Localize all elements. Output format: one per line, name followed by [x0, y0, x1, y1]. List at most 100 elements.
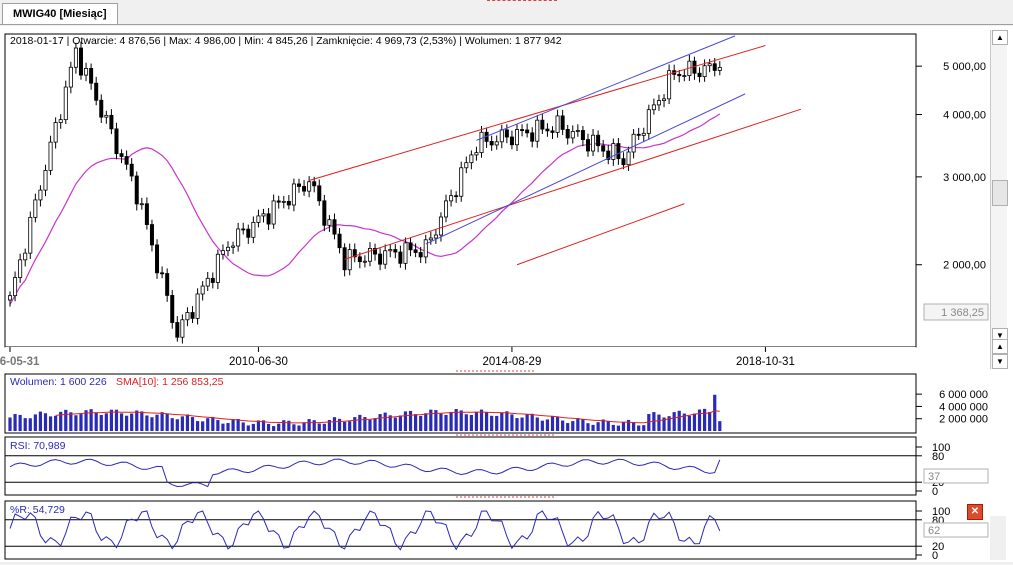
volume-bar: [302, 422, 306, 431]
volume-bar: [89, 409, 93, 431]
candle: [195, 288, 200, 325]
candle: [33, 193, 38, 223]
volume-bars: [8, 394, 722, 431]
candle: [175, 316, 180, 342]
candle: [682, 69, 687, 82]
volume-bar: [702, 408, 707, 431]
date-scrollbar[interactable]: ▲ ▼: [990, 339, 1008, 369]
date-scroll-up-button[interactable]: ▲: [992, 339, 1008, 354]
rsi-marker: 37: [923, 468, 989, 484]
candle: [413, 243, 418, 258]
candle: [611, 138, 616, 166]
candle: [408, 237, 413, 257]
volume-bar: [277, 423, 281, 431]
scroll-thumb[interactable]: [992, 180, 1008, 206]
candle: [13, 271, 18, 302]
candle: [124, 150, 129, 170]
candle: [160, 266, 165, 279]
candle: [352, 243, 357, 263]
volume-bar: [150, 417, 154, 431]
candle: [302, 180, 307, 196]
volume-bar: [236, 418, 240, 431]
date-tick-label: 2014-08-29: [483, 356, 542, 368]
volume-bar: [363, 417, 367, 431]
volume-bar: [596, 422, 600, 431]
volume-bar: [505, 411, 509, 431]
candle: [418, 246, 423, 264]
volume-bar: [439, 413, 443, 431]
trend-channels[interactable]: [308, 35, 802, 266]
volume-bar: [297, 425, 301, 431]
volume-bar: [64, 409, 68, 431]
blue-channel-upper[interactable]: [476, 35, 736, 141]
volume-bar: [195, 421, 200, 431]
volume-bar: [586, 423, 590, 431]
volume-bar: [606, 421, 610, 431]
candle: [78, 41, 83, 80]
chart-canvas[interactable]: 2018-01-17 | Otwarcie: 4 876,56 | Max: 4…: [0, 26, 1013, 562]
chart-tab[interactable]: MWIG40 [Miesiąc]: [2, 3, 118, 25]
scroll-up-button[interactable]: ▲: [992, 30, 1008, 45]
price-panel: 2018-01-17 | Otwarcie: 4 876,56 | Max: 4…: [4, 33, 989, 348]
volume-bar: [206, 418, 210, 431]
candle: [63, 80, 68, 125]
candle: [570, 125, 575, 144]
date-scroll-down-button[interactable]: ▼: [992, 354, 1008, 369]
candle: [677, 69, 682, 83]
volume-bar: [54, 415, 58, 431]
red-channel-inner[interactable]: [516, 203, 685, 266]
volume-bar: [84, 410, 88, 431]
chart-window: 2018-01-17 | Otwarcie: 4 876,56 | Max: 4…: [0, 26, 1013, 562]
candle: [388, 244, 393, 258]
volume-bar: [555, 416, 560, 431]
candle: [139, 197, 144, 210]
volume-bar: [616, 425, 620, 431]
candle: [210, 272, 215, 289]
panel-scroll[interactable]: [990, 516, 1006, 560]
indicator-polyline: [9, 510, 721, 551]
volume-bar: [211, 416, 215, 431]
candle: [7, 291, 12, 307]
volume-bar: [175, 419, 179, 431]
price-scrollbar[interactable]: ▲ ▼: [990, 30, 1008, 343]
volume-bar: [353, 417, 357, 431]
volume-bar: [226, 423, 230, 431]
volume-bar: [500, 412, 504, 431]
candle: [165, 268, 170, 302]
blue-channel-lower[interactable]: [425, 93, 746, 245]
candle: [712, 57, 717, 77]
candle: [185, 307, 190, 327]
candle: [535, 115, 540, 148]
volume-bar: [692, 413, 697, 431]
candle: [180, 314, 185, 344]
volume-bar: [495, 415, 499, 431]
candle: [205, 271, 210, 292]
candle: [631, 129, 636, 159]
volume-bar: [221, 423, 225, 431]
ohlc-info: 2018-01-17 | Otwarcie: 4 876,56 | Max: 4…: [10, 35, 562, 47]
volume-bar: [251, 423, 255, 431]
volume-bar: [266, 423, 271, 431]
volume-bar: [708, 411, 712, 431]
red-channel-upper[interactable]: [308, 45, 766, 181]
candle: [383, 244, 388, 269]
volume-bar: [185, 414, 190, 431]
volume-bar: [104, 413, 108, 431]
volume-bar: [525, 414, 529, 431]
candle: [119, 149, 124, 164]
candle: [575, 124, 580, 137]
volume-bar: [43, 413, 48, 431]
volume-bar: [109, 409, 113, 431]
volume-bar: [662, 417, 666, 431]
candle: [707, 58, 712, 73]
volume-bar: [469, 414, 473, 431]
volume-bar: [626, 419, 631, 431]
candle: [444, 194, 449, 223]
volume-bar: [464, 414, 468, 431]
red-channel-lower[interactable]: [344, 108, 802, 260]
candle: [256, 209, 261, 228]
candle: [281, 195, 286, 209]
close-panel-icon[interactable]: ✕: [967, 504, 983, 520]
volume-bar: [79, 414, 83, 431]
